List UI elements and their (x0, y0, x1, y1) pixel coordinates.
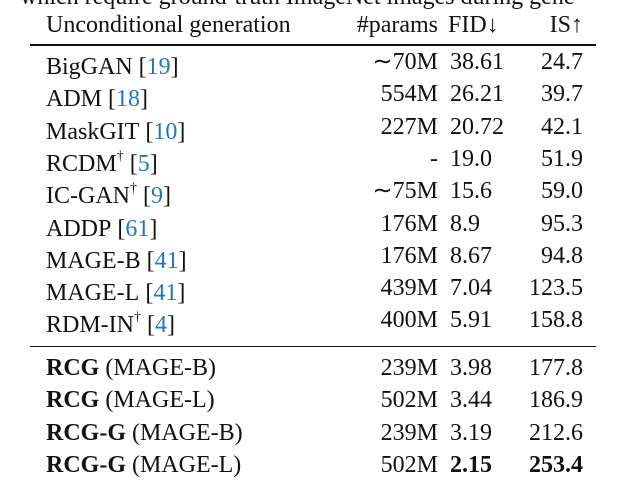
table-row: RCDM† [5] - 19.0 51.9 (0, 144, 620, 177)
fid: 3.19 (450, 419, 492, 446)
is: 123.5 (529, 275, 583, 302)
is: 39.7 (541, 81, 583, 108)
fid: 2.15 (450, 451, 492, 478)
table-row: RDM-IN† [4] 400M 5.91 158.8 (0, 305, 620, 338)
method-name: RCG-G (MAGE-L) (46, 451, 242, 478)
is: 59.0 (541, 178, 583, 205)
table-row: MAGE-L [41] 439M 7.04 123.5 (0, 273, 620, 306)
params: 176M (380, 242, 438, 269)
citation-link[interactable]: 61 (125, 215, 150, 242)
citation-link[interactable]: 19 (146, 54, 171, 80)
table-row: MaskGIT [10] 227M 20.72 42.1 (0, 112, 620, 145)
is: 186.9 (529, 387, 583, 414)
params: 239M (380, 355, 438, 381)
top-rule (30, 44, 596, 46)
fid: 19.0 (450, 145, 492, 172)
method-name: RCDM† [5] (46, 148, 158, 177)
method-name: IC-GAN† [9] (46, 181, 171, 210)
mid-rule (30, 346, 596, 347)
citation-link[interactable]: 41 (154, 247, 179, 274)
params: - (430, 145, 438, 172)
is: 212.6 (529, 419, 583, 446)
method-name: BigGAN [19] (46, 54, 179, 80)
fid: 7.04 (450, 275, 492, 302)
params: 239M (380, 419, 438, 446)
fid: 3.44 (450, 387, 492, 414)
method-name: RCG (MAGE-L) (46, 387, 215, 414)
table-row-ours: RCG (MAGE-B) 239M 3.98 177.8 (0, 353, 620, 383)
table-row-ours: RCG-G (MAGE-B) 239M 3.19 212.6 (0, 418, 620, 448)
params: 439M (380, 275, 438, 302)
params: ∼70M (372, 49, 438, 75)
fid: 38.61 (450, 49, 504, 75)
method-name: RCG-G (MAGE-B) (46, 419, 243, 446)
citation-link[interactable]: 4 (155, 312, 167, 339)
is: 158.8 (529, 307, 583, 334)
context-text: which require ground-truth ImageNet imag… (20, 0, 574, 11)
method-name: MaskGIT [10] (46, 118, 186, 145)
table-row: ADM [18] 554M 26.21 39.7 (0, 79, 620, 112)
citation-link[interactable]: 5 (137, 150, 150, 177)
fid: 15.6 (450, 178, 492, 205)
is: 95.3 (541, 210, 583, 237)
citation-link[interactable]: 10 (153, 118, 178, 145)
method-name: MAGE-B [41] (46, 247, 187, 274)
table-row: MAGE-B [41] 176M 8.67 94.8 (0, 241, 620, 274)
table-row: ADDP [61] 176M 8.9 95.3 (0, 209, 620, 242)
is: 94.8 (541, 242, 583, 269)
table-header: Unconditional generation #params FID↓ IS… (0, 10, 620, 40)
fid: 5.91 (450, 307, 492, 334)
params: 400M (380, 307, 438, 334)
header-fid: FID↓ (448, 12, 499, 38)
method-name: ADDP [61] (46, 215, 158, 242)
fid: 8.9 (450, 210, 480, 237)
citation-link[interactable]: 41 (153, 280, 178, 307)
params: 176M (380, 210, 438, 237)
header-method: Unconditional generation (46, 12, 291, 38)
params: ∼75M (372, 178, 438, 205)
citation-link[interactable]: 9 (151, 183, 163, 210)
is: 42.1 (541, 113, 583, 140)
header-params: #params (356, 12, 438, 38)
method-name: MAGE-L [41] (46, 280, 186, 307)
table-row: IC-GAN† [9] ∼75M 15.6 59.0 (0, 176, 620, 209)
header-is: IS↑ (549, 12, 583, 38)
table-row-ours: RCG-G (MAGE-L) 502M 2.15 253.4 (0, 450, 620, 480)
fid: 26.21 (450, 81, 504, 108)
is: 51.9 (541, 145, 583, 172)
is: 24.7 (541, 49, 583, 75)
method-name: ADM [18] (46, 86, 149, 113)
fid: 3.98 (450, 355, 492, 381)
is: 177.8 (529, 355, 583, 381)
method-name: RCG (MAGE-B) (46, 355, 216, 381)
table-row: BigGAN [19] ∼70M 38.61 24.7 (0, 47, 620, 80)
fid: 8.67 (450, 242, 492, 269)
params: 554M (380, 81, 438, 108)
citation-link[interactable]: 18 (116, 86, 141, 113)
params: 502M (380, 451, 438, 478)
params: 502M (380, 387, 438, 414)
fid: 20.72 (450, 113, 504, 140)
params: 227M (380, 113, 438, 140)
is: 253.4 (529, 451, 583, 478)
table-row-ours: RCG (MAGE-L) 502M 3.44 186.9 (0, 385, 620, 415)
method-name: RDM-IN† [4] (46, 310, 175, 339)
